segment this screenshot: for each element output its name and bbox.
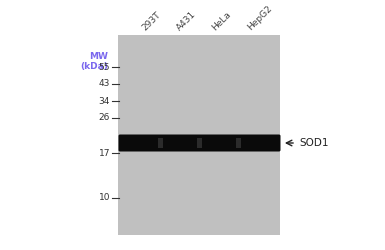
Text: 17: 17	[99, 148, 110, 158]
Text: A431: A431	[175, 9, 198, 32]
Text: 43: 43	[99, 80, 110, 88]
Text: SOD1: SOD1	[299, 138, 328, 148]
Text: HepG2: HepG2	[246, 4, 274, 32]
Bar	[157, 138, 162, 148]
Text: 26: 26	[99, 114, 110, 122]
Bar	[236, 138, 241, 148]
Text: 34: 34	[99, 96, 110, 106]
Text: HeLa: HeLa	[210, 10, 233, 32]
Text: MW
(kDa): MW (kDa)	[80, 52, 108, 72]
FancyBboxPatch shape	[119, 134, 281, 152]
Text: 10: 10	[99, 194, 110, 202]
Bar	[196, 138, 201, 148]
Text: 55: 55	[99, 62, 110, 72]
Bar	[118, 35, 280, 235]
Text: 293T: 293T	[140, 10, 162, 32]
